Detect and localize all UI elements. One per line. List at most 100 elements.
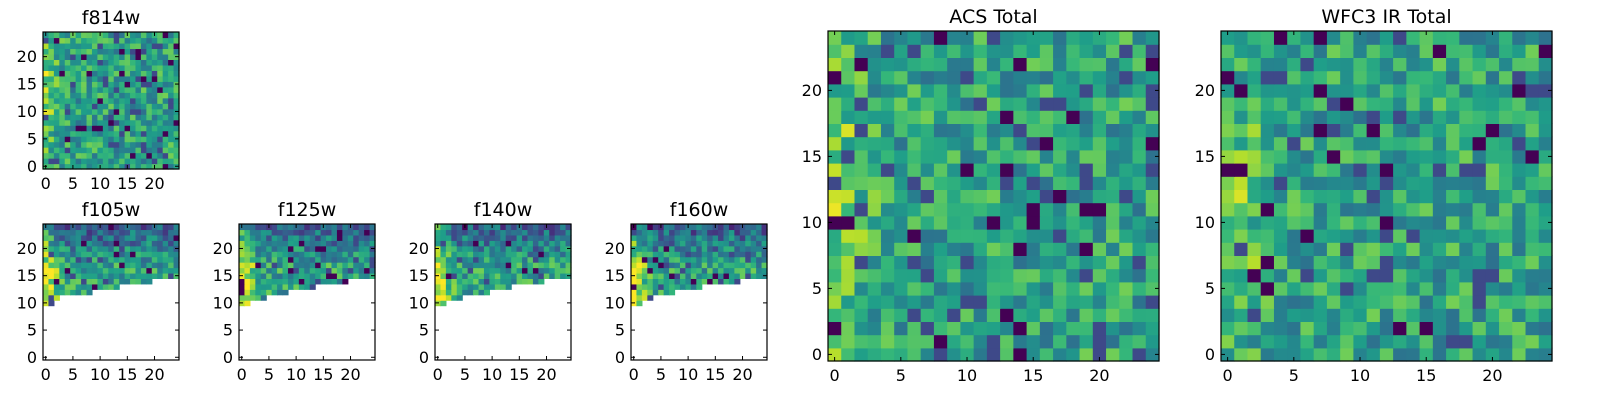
pixel-cell: [1247, 97, 1262, 111]
pixel-cell: [494, 272, 501, 279]
pixel-cell: [358, 256, 365, 263]
pixel-cell: [1432, 321, 1447, 336]
pixel-cell: [1066, 321, 1081, 336]
pixel-cell: [91, 119, 98, 126]
pixel-cell: [631, 262, 638, 269]
pixel-cell: [756, 224, 763, 231]
pixel-cell: [130, 136, 137, 143]
pixel-cell: [1393, 347, 1407, 362]
pixel-cell: [1053, 215, 1067, 230]
pixel-cell: [1379, 31, 1394, 45]
pixel-cell: [920, 347, 935, 362]
pixel-cell: [511, 245, 518, 252]
pixel-cell: [64, 224, 71, 231]
pixel-cell: [841, 57, 856, 72]
pixel-cell: [130, 48, 137, 55]
pixel-cell: [543, 234, 550, 241]
pixel-cell: [669, 283, 676, 290]
pixel-cell: [920, 215, 935, 230]
pixel-cell: [734, 240, 741, 247]
pixel-cell: [1340, 229, 1354, 243]
pixel-cell: [48, 108, 55, 115]
pixel-cell: [331, 262, 338, 269]
pixel-cell: [1340, 31, 1354, 45]
pixel-cell: [1079, 70, 1094, 85]
pixel-cell: [260, 267, 267, 274]
pixel-cell: [920, 176, 935, 190]
pixel-cell: [81, 234, 88, 241]
pixel-cell: [1234, 83, 1249, 98]
pixel-cell: [1106, 123, 1120, 138]
pixel-cell: [81, 251, 88, 258]
pixel-cell: [1013, 281, 1028, 296]
pixel-cell: [636, 251, 643, 258]
pixel-cell: [70, 152, 77, 159]
pixel-cell: [124, 119, 131, 126]
pixel-cell: [1260, 347, 1275, 362]
pixel-cell: [1234, 31, 1249, 45]
pixel-cell: [1313, 281, 1328, 296]
pixel-cell: [451, 256, 458, 263]
pixel-cell: [64, 141, 71, 148]
pixel-cell: [636, 240, 643, 247]
pixel-cell: [266, 240, 273, 247]
pixel-cell: [157, 114, 164, 121]
pixel-cell: [462, 278, 469, 285]
pixel-cell: [130, 108, 137, 115]
pixel-cell: [1393, 163, 1407, 177]
pixel-cell: [146, 75, 153, 82]
pixel-cell: [1300, 97, 1315, 111]
y-tick-label: 0: [27, 157, 37, 176]
pixel-cell: [652, 289, 659, 296]
pixel-cell: [119, 240, 126, 247]
pixel-cell: [679, 234, 686, 241]
pixel-cell: [1260, 97, 1275, 111]
pixel-cell: [1221, 110, 1235, 124]
pixel-cell: [1393, 123, 1407, 138]
pixel-cell: [1000, 347, 1014, 362]
pixel-cell: [880, 295, 895, 309]
pixel-cell: [1326, 347, 1341, 362]
pixel-cell: [124, 147, 131, 154]
pixel-cell: [516, 267, 523, 274]
pixel-cell: [70, 53, 77, 60]
pixel-cell: [462, 267, 469, 274]
pixel-cell: [271, 251, 278, 258]
pixel-cell: [1393, 44, 1407, 58]
pixel-cell: [933, 44, 948, 58]
pixel-cell: [527, 272, 534, 279]
pixel-cell: [549, 251, 556, 258]
pixel-cell: [1119, 110, 1134, 124]
pixel-cell: [113, 256, 120, 263]
pixel-cell: [298, 272, 305, 279]
pixel-cell: [59, 75, 66, 82]
pixel-cell: [353, 229, 360, 236]
pixel-cell: [483, 283, 490, 290]
x-tick-label: 5: [896, 366, 906, 385]
pixel-cell: [1326, 308, 1341, 322]
pixel-cell: [1234, 189, 1249, 204]
pixel-cell: [445, 294, 452, 301]
pixel-cell: [59, 81, 66, 88]
pixel-cell: [1287, 57, 1302, 72]
pixel-cell: [907, 242, 922, 256]
pixel-cell: [173, 114, 180, 121]
pixel-cell: [505, 262, 512, 269]
pixel-cell: [947, 83, 961, 98]
pixel-cell: [1512, 110, 1527, 124]
pixel-cell: [707, 229, 714, 236]
pixel-cell: [168, 147, 175, 154]
pixel-cell: [249, 289, 256, 296]
pixel-cell: [435, 256, 442, 263]
pixel-cell: [1472, 281, 1487, 296]
pixel-cell: [947, 281, 961, 296]
pixel-cell: [1106, 149, 1120, 164]
pixel-cell: [1313, 321, 1328, 336]
pixel-cell: [1132, 229, 1147, 243]
pixel-cell: [867, 110, 882, 124]
pixel-cell: [947, 163, 961, 177]
pixel-cell: [70, 70, 77, 77]
pixel-cell: [1446, 123, 1460, 138]
pixel-cell: [146, 86, 153, 93]
pixel-cell: [108, 42, 115, 50]
